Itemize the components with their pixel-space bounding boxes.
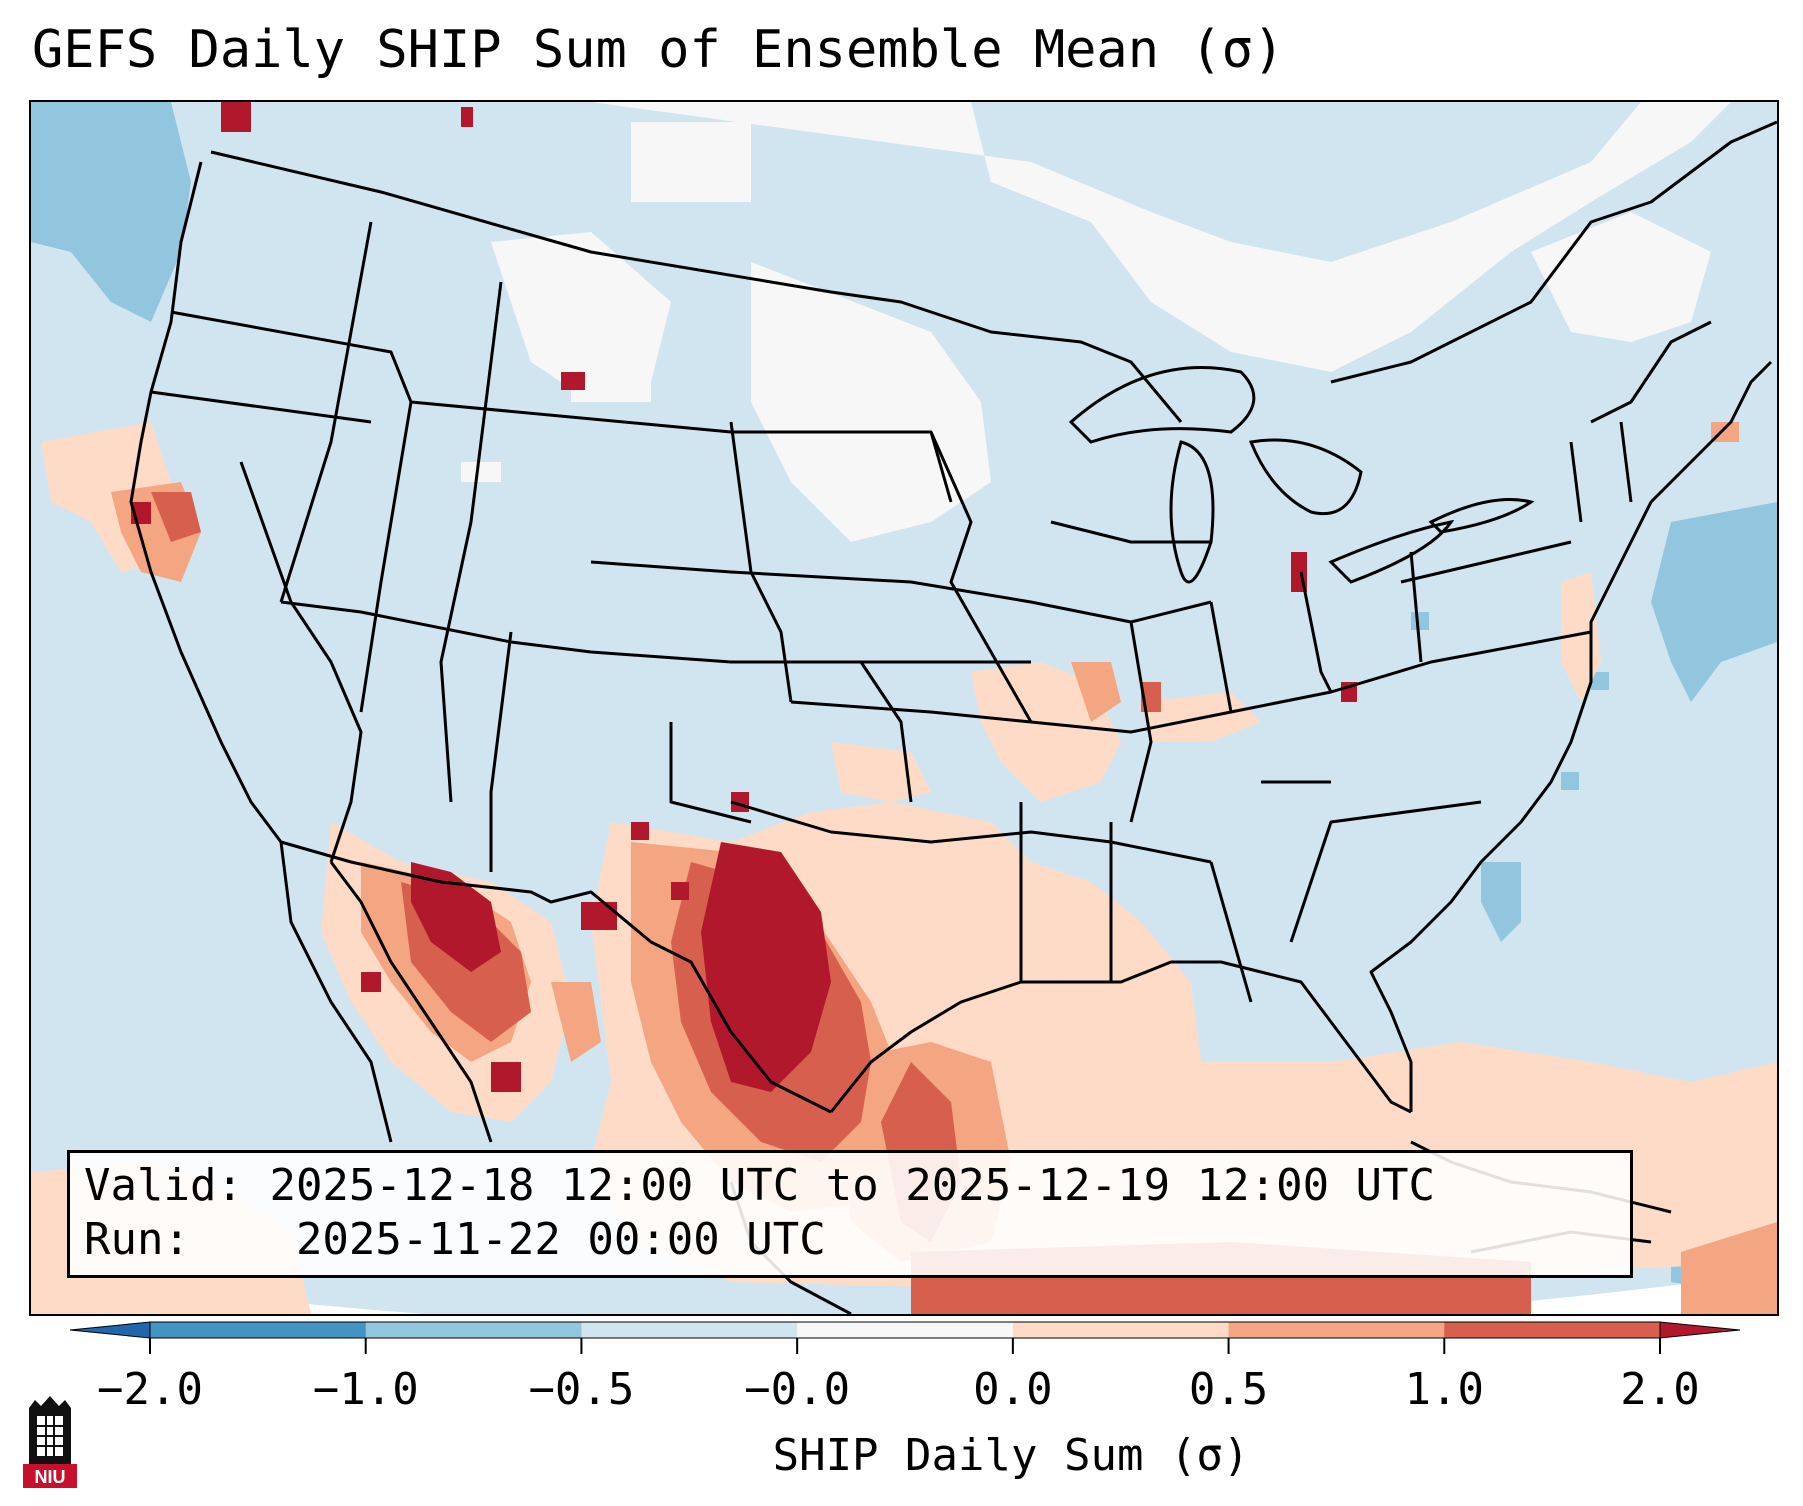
colorbar-extend-high [1659,1321,1740,1339]
colorbar-outline [149,1321,1661,1339]
colorbar-segment [1444,1322,1661,1338]
valid-run-info-box: Valid: 2025-12-18 12:00 UTC to 2025-12-1… [67,1150,1633,1278]
colorbar-tick-label: 2.0 [1620,1364,1700,1415]
great-lakes [1068,366,1535,584]
colorbar-segment [365,1322,582,1338]
map-canvas [31,102,1777,1314]
niu-logo-icon: NIU [23,1396,77,1488]
colorbar-tick-label: −0.0 [744,1364,851,1415]
colorbar-segment [581,1322,798,1338]
colorbar-tick-label: 0.0 [973,1364,1053,1415]
extreme-positive-anomaly-region [131,102,1357,1092]
colorbar-tick-label: 1.0 [1404,1364,1485,1415]
colorbar-tick-label: −0.5 [528,1364,635,1415]
colorbar-segment [150,1322,367,1338]
map-panel [29,100,1779,1316]
colorbar-extend-low [70,1321,151,1339]
colorbar [70,1321,1740,1354]
colorbar-label: SHIP Daily Sum (σ) [772,1430,1250,1481]
valid-label: Valid: [84,1160,243,1211]
logo-text: NIU [35,1467,66,1487]
colorbar-tick-label: −2.0 [97,1364,203,1415]
colorbar-tick-label: 0.5 [1188,1364,1269,1415]
colorbar-segment [1228,1322,1445,1338]
valid-time-range: 2025-12-18 12:00 UTC to 2025-12-19 12:00… [269,1160,1436,1211]
run-label: Run: [84,1214,190,1265]
run-time: 2025-11-22 00:00 UTC [295,1214,826,1265]
colorbar-segment [797,1322,1014,1338]
state-boundaries [129,120,1777,1114]
colorbar-tick-label: −1.0 [312,1364,419,1415]
neutral-anomaly-region [461,102,1731,542]
chart-title: GEFS Daily SHIP Sum of Ensemble Mean (σ) [32,20,1285,80]
colorbar-segment [1012,1322,1230,1338]
